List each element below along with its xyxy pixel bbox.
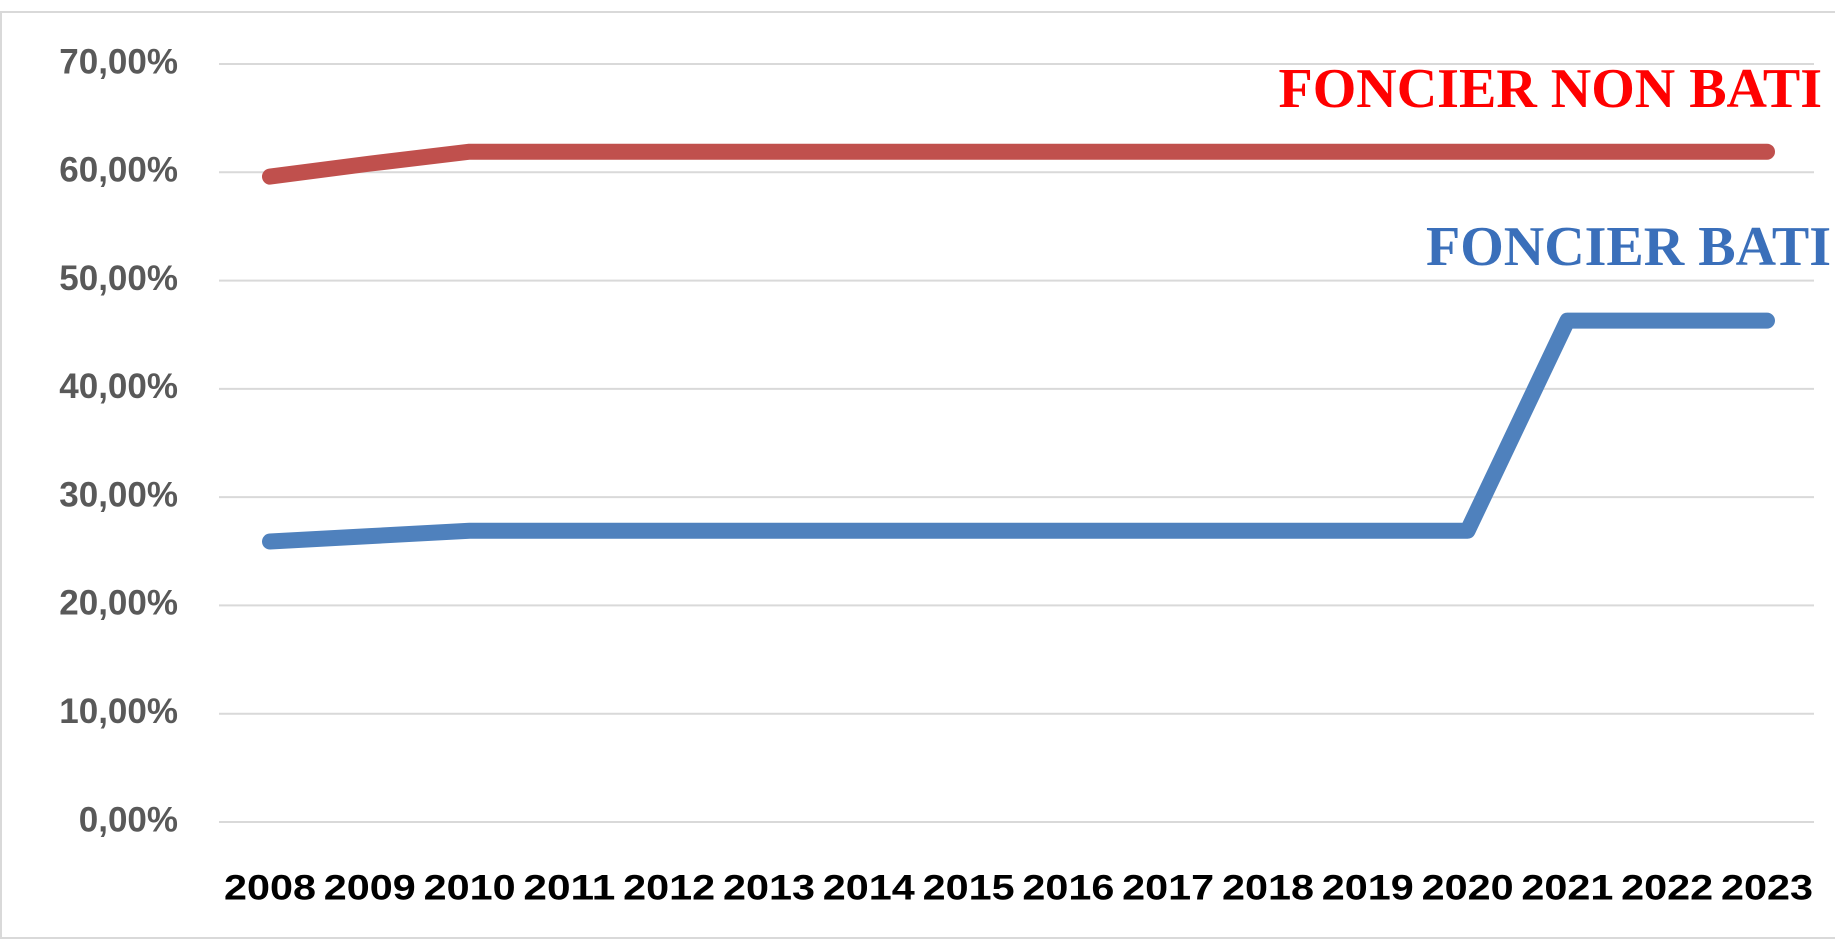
x-tick-label: 2020 — [1422, 868, 1514, 907]
y-tick-label: 60,00% — [59, 151, 178, 190]
x-tick-label: 2016 — [1022, 868, 1114, 907]
x-tick-label: 2023 — [1721, 868, 1813, 907]
x-tick-label: 2021 — [1521, 868, 1613, 907]
x-tick-label: 2011 — [523, 868, 615, 907]
x-tick-label: 2009 — [324, 868, 416, 907]
series-line — [262, 143, 1775, 185]
series-label: FONCIER NON BATI — [1279, 58, 1822, 120]
x-tick-label: 2015 — [923, 868, 1015, 907]
x-tick-label: 2013 — [723, 868, 815, 907]
x-tick-label: 2008 — [224, 868, 316, 907]
x-tick-label: 2022 — [1621, 868, 1713, 907]
y-tick-label: 70,00% — [59, 42, 178, 81]
x-tick-label: 2018 — [1222, 868, 1314, 907]
y-tick-label: 20,00% — [59, 584, 178, 623]
x-tick-label: 2010 — [424, 868, 516, 907]
y-tick-label: 40,00% — [59, 367, 178, 406]
x-tick-label: 2017 — [1122, 868, 1214, 907]
series-line — [262, 312, 1775, 550]
chart-frame — [0, 11, 1835, 939]
x-tick-label: 2012 — [623, 868, 715, 907]
y-tick-label: 30,00% — [59, 475, 178, 514]
y-tick-label: 50,00% — [59, 259, 178, 298]
y-tick-label: 0,00% — [79, 800, 178, 839]
x-tick-label: 2014 — [823, 868, 916, 907]
y-tick-label: 10,00% — [59, 692, 178, 731]
x-tick-label: 2019 — [1322, 868, 1414, 907]
series-label: FONCIER BATI — [1426, 216, 1831, 278]
